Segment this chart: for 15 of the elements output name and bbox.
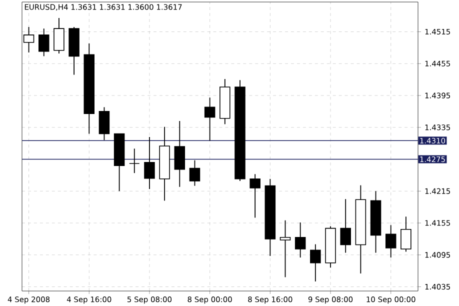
candlestick [189,160,200,186]
candlestick [294,222,306,258]
candlestick [400,216,412,252]
candlestick [144,136,155,190]
candlestick [385,224,396,258]
candlestick [310,244,321,282]
candlestick [98,106,110,141]
candlestick [204,97,216,142]
candlestick [340,198,351,254]
candlestick [129,148,140,174]
candlestick [250,174,260,218]
candlestick [54,17,64,54]
candlestick [174,120,186,188]
candlestick [280,220,291,278]
candlestick [38,28,50,57]
